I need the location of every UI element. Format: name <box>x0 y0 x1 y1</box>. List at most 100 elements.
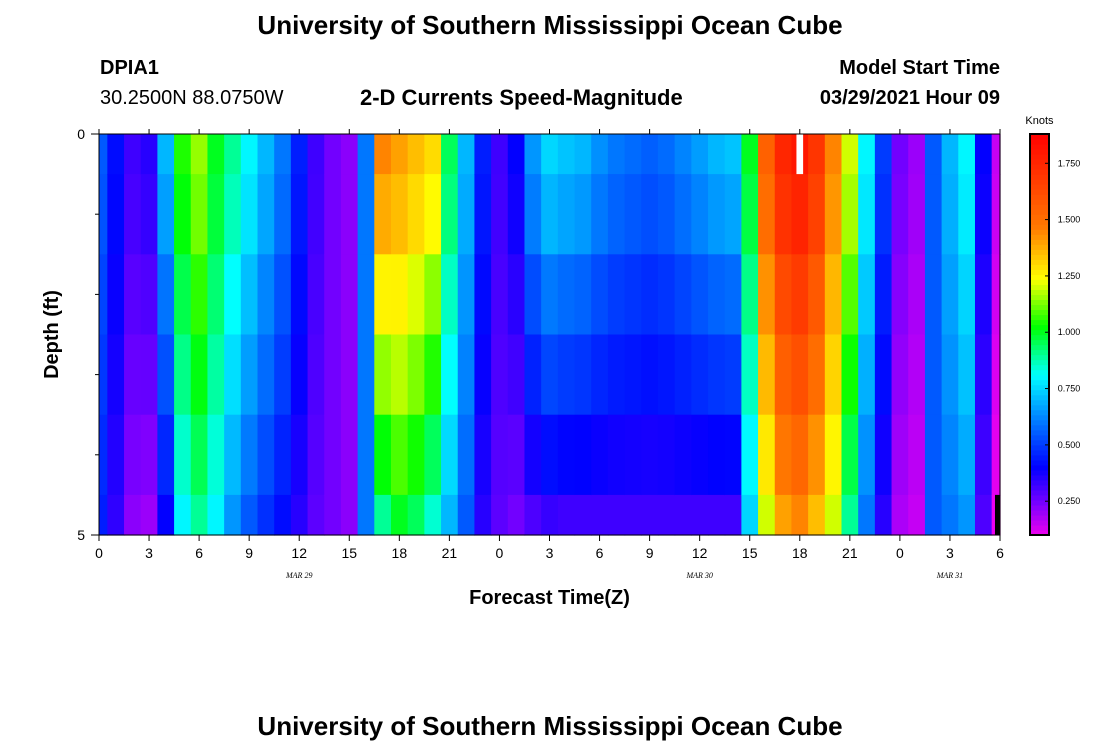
heatmap-cell <box>324 334 342 416</box>
x-tick-label: 18 <box>392 545 408 561</box>
heatmap-cell <box>424 254 442 336</box>
heatmap-cell <box>591 334 609 416</box>
heatmap-cell <box>424 494 442 536</box>
heatmap-cell <box>374 414 392 496</box>
colorbar-swatch <box>1030 249 1049 255</box>
heatmap-cell <box>574 174 592 255</box>
heatmap-cell <box>290 134 309 175</box>
colorbar-swatch <box>1030 254 1049 260</box>
heatmap-cell <box>891 494 909 536</box>
heatmap-cell <box>340 334 359 416</box>
colorbar-swatch <box>1030 384 1049 391</box>
heatmap-cell <box>808 414 826 496</box>
heatmap-cell <box>507 174 526 255</box>
heatmap-cell <box>541 494 559 536</box>
heatmap-cell <box>958 414 976 496</box>
heatmap-cell <box>374 254 392 336</box>
heatmap-cell <box>124 494 142 536</box>
colorbar-swatch <box>1030 134 1049 140</box>
heatmap-cell <box>491 134 509 175</box>
heatmap-cell <box>457 494 476 536</box>
heatmap-cell <box>190 494 209 536</box>
colorbar-swatch <box>1030 239 1049 245</box>
heatmap-cell <box>374 494 392 536</box>
heatmap-cell <box>474 414 492 496</box>
heatmap-cell <box>657 254 676 336</box>
heatmap-cell <box>491 254 509 336</box>
heatmap-cell <box>774 414 793 496</box>
heatmap-cell <box>791 174 809 255</box>
heatmap-cell <box>674 334 692 416</box>
heatmap-cell <box>340 174 359 255</box>
colorbar-tick-label: 1.000 <box>1058 327 1081 337</box>
heatmap-cell <box>974 134 993 175</box>
heatmap-cell <box>424 414 442 496</box>
colorbar-swatch <box>1030 159 1049 165</box>
heatmap-cell <box>758 414 776 496</box>
heatmap-cell <box>357 134 375 175</box>
heatmap-cell <box>274 254 292 336</box>
heatmap-cell <box>390 494 409 536</box>
heatmap-cell <box>808 334 826 416</box>
colorbar-swatch <box>1030 199 1049 205</box>
heatmap-cell <box>140 134 158 175</box>
heatmap-cell <box>574 334 592 416</box>
colorbar-swatch <box>1030 244 1049 250</box>
heatmap-cell <box>691 494 709 536</box>
land-mark <box>994 494 1000 535</box>
heatmap-cell <box>941 414 959 496</box>
heatmap-cell <box>641 334 659 416</box>
heatmap-cell <box>808 174 826 255</box>
heatmap-cell <box>758 174 776 255</box>
colorbar-swatch <box>1030 489 1049 496</box>
heatmap-cell <box>407 414 425 496</box>
heatmap-cell <box>357 174 375 255</box>
heatmap-cell <box>591 414 609 496</box>
heatmap-cell <box>874 494 893 536</box>
heatmap-cell <box>340 134 359 175</box>
heatmap-cell <box>457 414 476 496</box>
colorbar-swatch <box>1030 339 1049 346</box>
heatmap-cell <box>140 414 158 496</box>
heatmap-cell <box>274 134 292 175</box>
heatmap-cell <box>507 134 526 175</box>
heatmap-cell <box>390 254 409 336</box>
heatmap-cell <box>924 494 943 536</box>
heatmap-cell <box>491 174 509 255</box>
heatmap-cell <box>974 334 993 416</box>
colorbar-swatch <box>1030 144 1049 150</box>
heatmap-cell <box>524 494 542 536</box>
heatmap-cell <box>557 494 576 536</box>
heatmap-cell <box>824 134 843 175</box>
colorbar-swatch <box>1030 434 1049 441</box>
colorbar-tick-label: 1.500 <box>1058 215 1081 225</box>
heatmap-cell <box>474 134 492 175</box>
heatmap-cell <box>357 334 375 416</box>
heatmap-cell <box>824 414 843 496</box>
heatmap-cell <box>124 254 142 336</box>
x-tick-label: 9 <box>646 545 654 561</box>
heatmap-cell <box>624 174 642 255</box>
heatmap-cell <box>290 494 309 536</box>
model-start-label: Model Start Time <box>839 57 1000 79</box>
colorbar-swatch <box>1030 334 1049 341</box>
chart-title: 2-D Currents Speed-Magnitude <box>360 85 683 110</box>
heatmap-cell <box>691 134 709 175</box>
heatmap-cell <box>758 254 776 336</box>
heatmap-cell <box>307 254 325 336</box>
colorbar-swatch <box>1030 474 1049 481</box>
date-label: MAR 29 <box>285 571 312 580</box>
heatmap-cell <box>307 134 325 175</box>
heatmap-cell <box>99 254 108 336</box>
colorbar-swatch <box>1030 399 1049 406</box>
heatmap-cell <box>457 334 476 416</box>
heatmap-cell <box>174 134 192 175</box>
heatmap-cell <box>324 174 342 255</box>
heatmap-cell <box>824 334 843 416</box>
heatmap-cell <box>357 414 375 496</box>
heatmap-cell <box>124 414 142 496</box>
heatmap-cell <box>808 254 826 336</box>
colorbar-swatch <box>1030 189 1049 195</box>
heatmap-cell <box>941 494 959 536</box>
heatmap-cell <box>674 174 692 255</box>
